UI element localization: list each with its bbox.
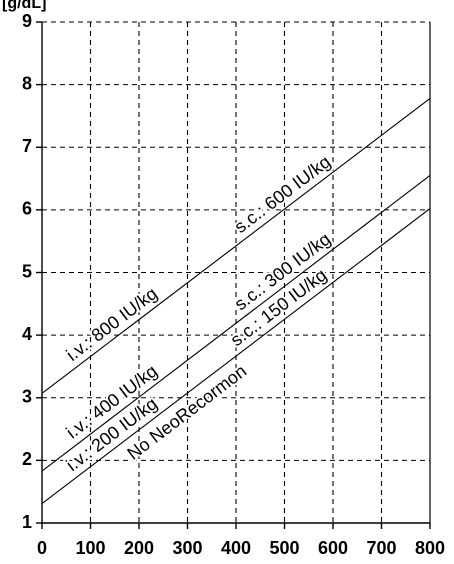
x-tick-label: 600 bbox=[318, 538, 348, 558]
series-lines bbox=[41, 97, 431, 505]
y-tick-label: 6 bbox=[22, 199, 32, 219]
plot-frame bbox=[36, 21, 431, 529]
line-labels: i.v.: 800 IU/kgs.c.: 600 IU/kgi.v.: 400 … bbox=[60, 149, 336, 477]
y-tick-label: 3 bbox=[22, 387, 32, 407]
x-tick-label: 100 bbox=[75, 538, 105, 558]
x-tick-label: 700 bbox=[366, 538, 396, 558]
tick-labels: 1 2 3 4 5 6 7 8 9 0 100 200 300 400 500 600 700 800 bbox=[22, 11, 445, 558]
y-tick-label: 4 bbox=[22, 324, 32, 344]
grid bbox=[42, 21, 430, 523]
x-tick-label: 300 bbox=[172, 538, 202, 558]
x-tick-label: 400 bbox=[221, 538, 251, 558]
x-tick-label: 500 bbox=[269, 538, 299, 558]
y-tick-label: 9 bbox=[22, 11, 32, 31]
x-tick-label: 800 bbox=[415, 538, 445, 558]
series-line-1 bbox=[41, 97, 431, 394]
y-tick-label: 1 bbox=[22, 512, 32, 532]
x-tick-label: 200 bbox=[124, 538, 154, 558]
y-tick-label: 5 bbox=[22, 261, 32, 281]
y-tick-label: 2 bbox=[22, 449, 32, 469]
y-axis-unit-label: [g/dL] bbox=[2, 0, 46, 12]
series-line-2 bbox=[41, 174, 431, 472]
line-label: s.c.: 600 IU/kg bbox=[231, 151, 335, 237]
x-tick-label: 0 bbox=[37, 538, 47, 558]
line-label: i.v.: 800 IU/kg bbox=[62, 283, 161, 365]
y-tick-label: 7 bbox=[22, 136, 32, 156]
y-tick-label: 8 bbox=[22, 73, 32, 93]
series-line-3 bbox=[41, 208, 431, 505]
